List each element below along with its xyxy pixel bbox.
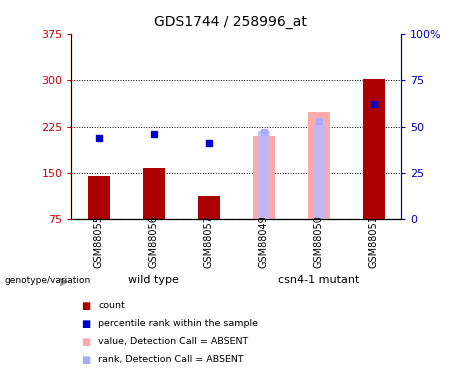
Text: wild type: wild type [129,275,179,285]
Text: GSM88056: GSM88056 [149,215,159,268]
Text: rank, Detection Call = ABSENT: rank, Detection Call = ABSENT [98,355,244,364]
Bar [363,79,384,219]
Bar [258,131,270,219]
Text: GSM88049: GSM88049 [259,216,269,268]
Bar [198,196,220,219]
Text: ■: ■ [81,301,90,310]
Text: csn4-1 mutant: csn4-1 mutant [278,275,360,285]
Bar [307,112,330,219]
Text: ■: ■ [81,319,90,328]
Bar [313,125,325,219]
Text: genotype/variation: genotype/variation [5,276,91,285]
Text: ■: ■ [81,337,90,346]
Text: GSM88051: GSM88051 [369,215,378,268]
Text: ■: ■ [81,355,90,364]
Text: value, Detection Call = ABSENT: value, Detection Call = ABSENT [98,337,248,346]
Text: GSM88055: GSM88055 [94,215,104,268]
Text: count: count [98,301,125,310]
Text: GSM88050: GSM88050 [313,215,324,268]
Bar [143,168,165,219]
Bar [253,136,275,219]
Text: GSM88057: GSM88057 [204,215,214,268]
Text: GDS1744 / 258996_at: GDS1744 / 258996_at [154,15,307,29]
Bar [88,176,110,219]
Text: percentile rank within the sample: percentile rank within the sample [98,319,258,328]
